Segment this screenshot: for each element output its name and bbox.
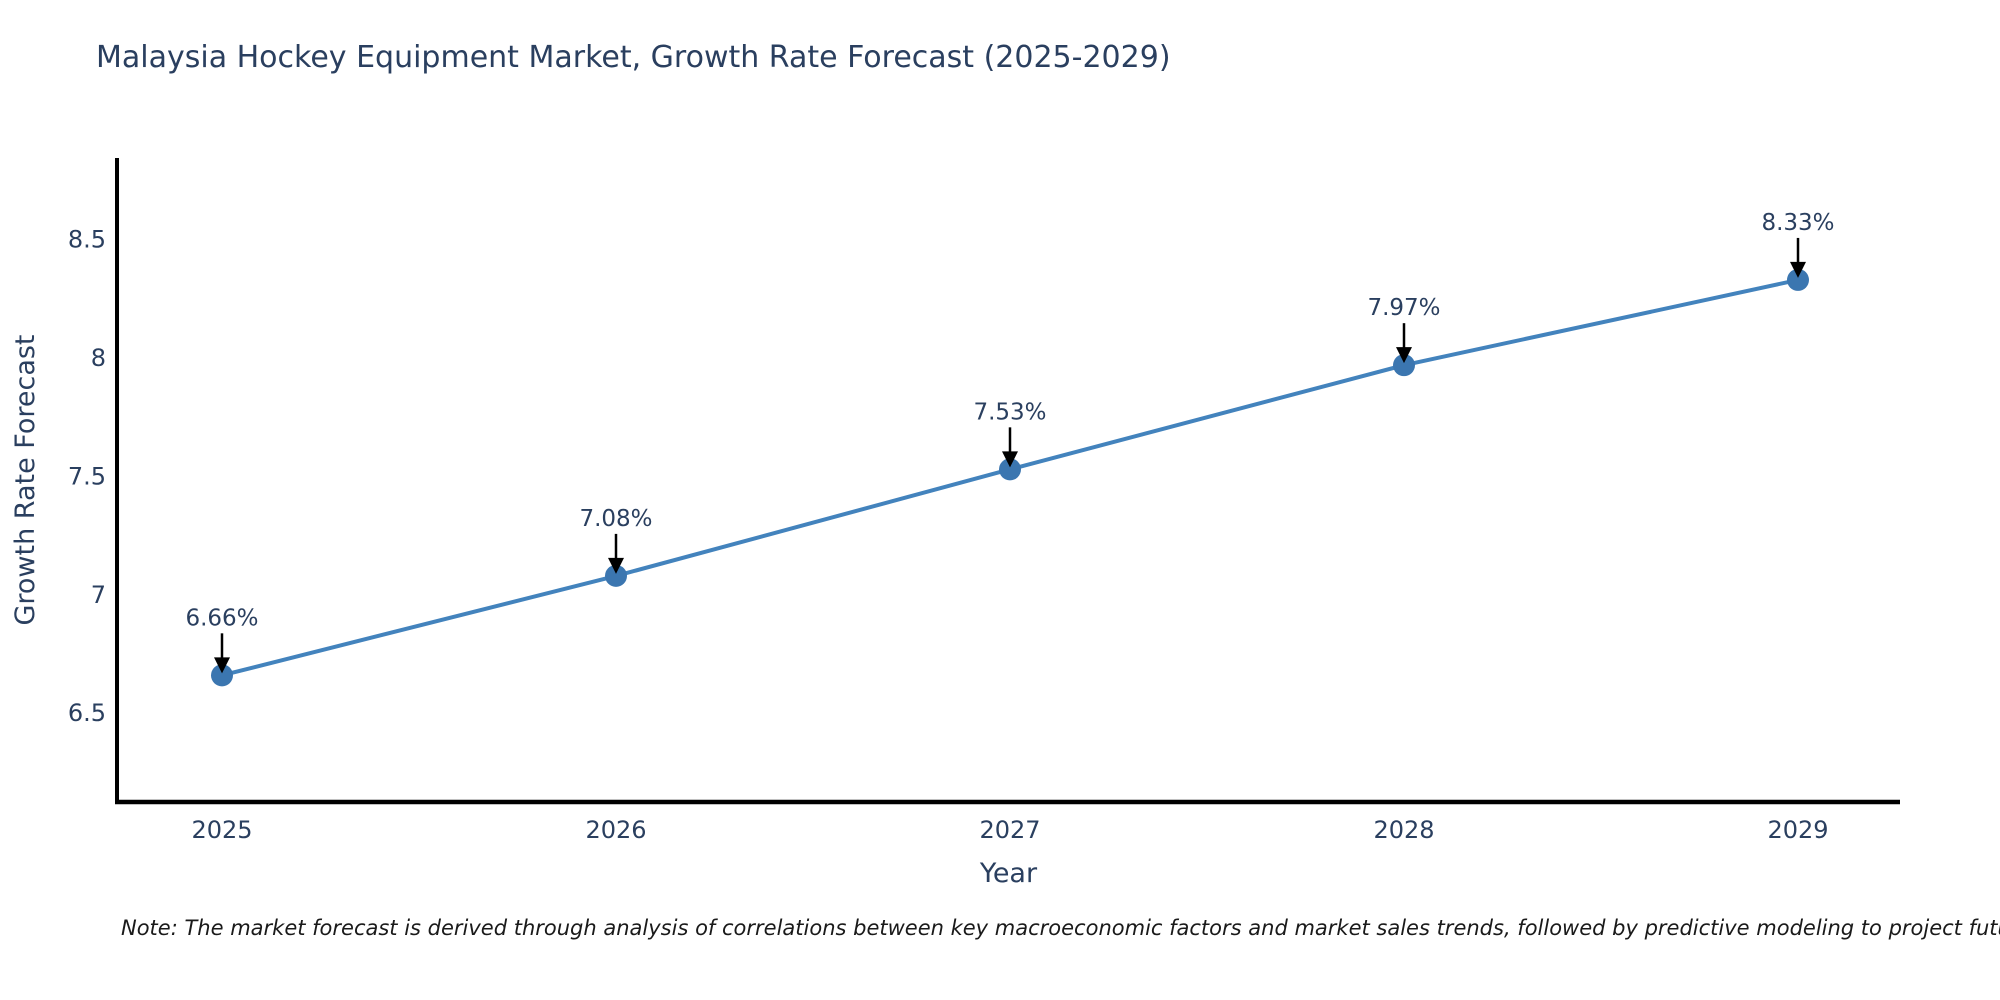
y-tick-label: 7 — [91, 581, 106, 609]
x-tick-label: 2029 — [1767, 816, 1828, 844]
x-tick-label: 2028 — [1373, 816, 1434, 844]
annotation-arrowhead-icon — [1002, 451, 1018, 468]
annotation-arrowhead-icon — [608, 557, 624, 574]
footnote: Note: The market forecast is derived thr… — [121, 916, 2000, 940]
y-axis-title: Growth Rate Forecast — [10, 334, 41, 625]
chart-title: Malaysia Hockey Equipment Market, Growth… — [96, 40, 1171, 75]
y-tick-label: 8.5 — [68, 226, 106, 254]
y-tick-label: 7.5 — [68, 462, 106, 490]
data-point-label: 7.08% — [579, 506, 652, 532]
y-tick-label: 6.5 — [68, 699, 106, 727]
y-tick-label: 8 — [91, 344, 106, 372]
x-axis-title: Year — [979, 858, 1038, 889]
x-tick-label: 2026 — [585, 816, 646, 844]
annotation-arrowhead-icon — [214, 657, 230, 674]
data-point-label: 6.66% — [185, 605, 258, 631]
data-point-marker[interactable] — [1393, 354, 1415, 377]
data-point-marker[interactable] — [1787, 268, 1809, 291]
data-point-marker[interactable] — [605, 564, 627, 587]
data-point-marker[interactable] — [999, 458, 1021, 481]
data-point-label: 7.53% — [973, 399, 1046, 425]
annotation-arrowhead-icon — [1790, 261, 1806, 278]
annotation-arrowhead-icon — [1396, 347, 1412, 364]
x-tick-label: 2027 — [979, 816, 1040, 844]
x-tick-label: 2025 — [191, 816, 252, 844]
data-point-label: 8.33% — [1761, 210, 1834, 236]
data-point-marker[interactable] — [211, 664, 233, 687]
data-point-label: 7.97% — [1367, 295, 1440, 321]
